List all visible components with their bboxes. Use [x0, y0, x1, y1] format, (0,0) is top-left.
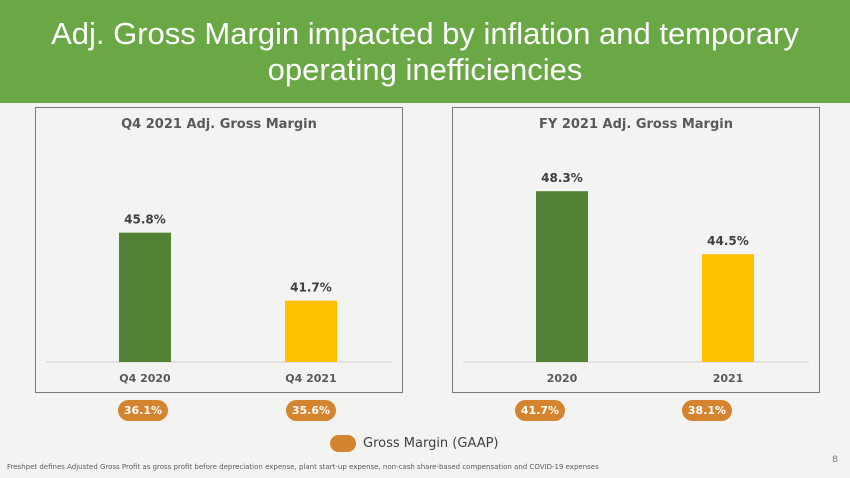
- fy-chart-panel: FY 2021 Adj. Gross Margin 48.3% 2020 44.5%…: [452, 107, 820, 393]
- bar-value-label: 48.3%: [541, 171, 583, 185]
- fy-chart-title: FY 2021 Adj. Gross Margin: [539, 117, 733, 132]
- q4-chart-panel: Q4 2021 Adj. Gross Margin 45.8% Q4 2020 41…: [35, 107, 403, 393]
- slide-header: Adj. Gross Margin impacted by inflation …: [0, 0, 850, 103]
- legend: Gross Margin (GAAP): [330, 435, 499, 452]
- slide-title: Adj. Gross Margin impacted by inflation …: [51, 15, 799, 87]
- x-tick-label: Q4 2021: [285, 372, 336, 385]
- page-number: 8: [832, 455, 838, 465]
- fy-bar-chart: 48.3% 2020 44.5% 2021: [463, 171, 809, 385]
- legend-swatch: [330, 435, 356, 452]
- gaap-margin-badge: 41.7%: [515, 400, 565, 421]
- footnote: Freshpet defines Adjusted Gross Profit a…: [7, 463, 599, 471]
- bar-value-label: 44.5%: [707, 234, 749, 248]
- legend-label: Gross Margin (GAAP): [363, 436, 499, 451]
- bar-value-label: 45.8%: [124, 213, 166, 227]
- gaap-margin-badge: 38.1%: [682, 400, 732, 421]
- bar: [702, 254, 754, 362]
- x-tick-label: 2020: [547, 372, 578, 385]
- gaap-margin-badge: 36.1%: [118, 400, 168, 421]
- x-tick-label: 2021: [713, 372, 744, 385]
- bar: [119, 232, 171, 362]
- bar: [285, 300, 337, 362]
- gaap-margin-badge: 35.6%: [286, 400, 336, 421]
- q4-chart-title: Q4 2021 Adj. Gross Margin: [121, 117, 317, 132]
- x-tick-label: Q4 2020: [119, 372, 171, 385]
- bar-value-label: 41.7%: [290, 281, 332, 295]
- bar: [536, 191, 588, 362]
- q4-bar-chart: 45.8% Q4 2020 41.7% Q4 2021: [46, 213, 392, 385]
